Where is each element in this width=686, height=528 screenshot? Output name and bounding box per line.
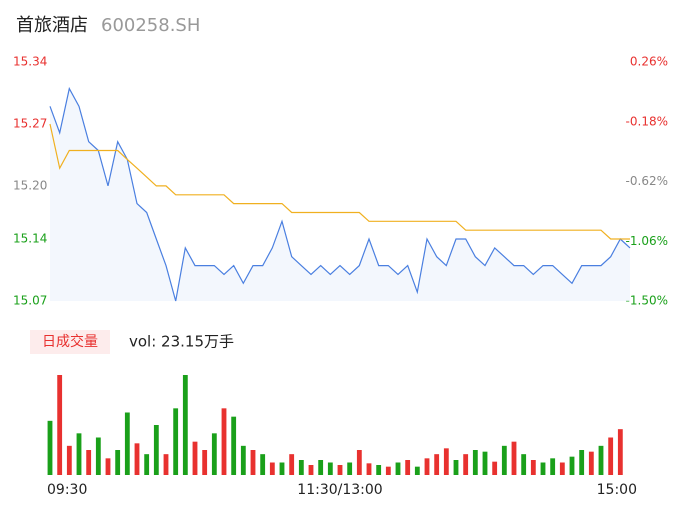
volume-bar — [501, 445, 507, 475]
volume-bar — [153, 425, 159, 475]
y-tick-label: 15.27 — [13, 116, 47, 130]
volume-bar — [231, 416, 237, 475]
price-line — [49, 86, 631, 302]
y-tick-label: 15.07 — [13, 294, 47, 308]
volume-bar — [550, 458, 556, 475]
x-tick-label: 11:30/13:00 — [297, 482, 382, 498]
volume-bar — [86, 450, 92, 475]
volume-bar — [472, 450, 478, 475]
volume-bar — [453, 460, 459, 475]
volume-bar — [385, 466, 391, 475]
volume-bar — [318, 460, 324, 475]
average-line — [49, 123, 630, 240]
volume-bar — [482, 451, 488, 475]
volume-bar — [443, 448, 449, 475]
volume-bar — [511, 441, 517, 475]
volume-bar — [95, 437, 101, 475]
volume-bar — [279, 462, 285, 475]
volume-bar — [463, 454, 469, 475]
stock-code: 600258.SH — [101, 15, 200, 36]
volume-bar — [144, 454, 150, 475]
volume-bar — [47, 420, 53, 475]
x-tick-label: 15:00 — [597, 482, 637, 498]
volume-bar — [492, 461, 498, 475]
y2-tick-label: 0.26% — [630, 55, 668, 69]
volume-tag-bg — [30, 330, 110, 354]
volume-bar — [347, 462, 353, 475]
volume-bar — [173, 408, 179, 475]
volume-bar — [405, 460, 411, 475]
volume-bar — [124, 412, 130, 475]
volume-bar — [211, 433, 217, 475]
y2-tick-label: -1.06% — [626, 234, 668, 248]
volume-bar — [366, 463, 372, 475]
volume-bar — [530, 460, 536, 475]
volume-bar — [617, 429, 623, 475]
volume-bar — [559, 462, 565, 475]
volume-bar — [250, 450, 256, 475]
volume-bar — [308, 465, 314, 475]
y-tick-label: 15.14 — [13, 232, 47, 246]
y-tick-label: 15.20 — [13, 178, 47, 192]
volume-bar — [240, 445, 246, 475]
y2-tick-label: -0.18% — [626, 114, 668, 128]
price-area — [50, 88, 630, 301]
volume-bar — [66, 445, 72, 475]
volume-summary: vol: 23.15万手 — [129, 333, 234, 351]
x-tick-label: 09:30 — [47, 482, 87, 498]
volume-bar — [134, 443, 140, 475]
volume-bar — [395, 462, 401, 475]
volume-bar — [434, 454, 440, 475]
volume-bar — [327, 462, 333, 475]
volume-bar — [182, 375, 188, 475]
volume-bar — [105, 458, 111, 475]
volume-bar — [163, 454, 169, 475]
volume-bar — [376, 465, 382, 475]
volume-bar — [260, 454, 266, 475]
volume-bar — [57, 375, 63, 475]
y2-tick-label: -1.50% — [626, 294, 668, 308]
volume-bar — [424, 458, 430, 475]
volume-tag: 日成交量 — [42, 333, 98, 350]
volume-bar — [289, 454, 295, 475]
volume-bar — [192, 441, 198, 475]
volume-bar — [569, 456, 575, 475]
volume-bar — [608, 437, 614, 475]
volume-bar — [202, 450, 208, 475]
volume-bar — [115, 450, 121, 475]
volume-bar — [76, 433, 82, 475]
volume-bar — [337, 465, 343, 475]
volume-bar — [269, 462, 275, 475]
volume-bar — [414, 466, 420, 475]
volume-bar — [521, 454, 527, 475]
y-tick-label: 15.34 — [13, 55, 47, 69]
volume-bar — [579, 450, 585, 475]
stock-name: 首旅酒店 — [16, 15, 88, 36]
volume-bar — [588, 451, 594, 475]
volume-bar — [221, 408, 227, 475]
volume-bar — [598, 445, 604, 475]
volume-bar — [540, 462, 546, 475]
volume-bar — [356, 450, 362, 475]
volume-bar — [298, 460, 304, 475]
y2-tick-label: -0.62% — [626, 174, 668, 188]
